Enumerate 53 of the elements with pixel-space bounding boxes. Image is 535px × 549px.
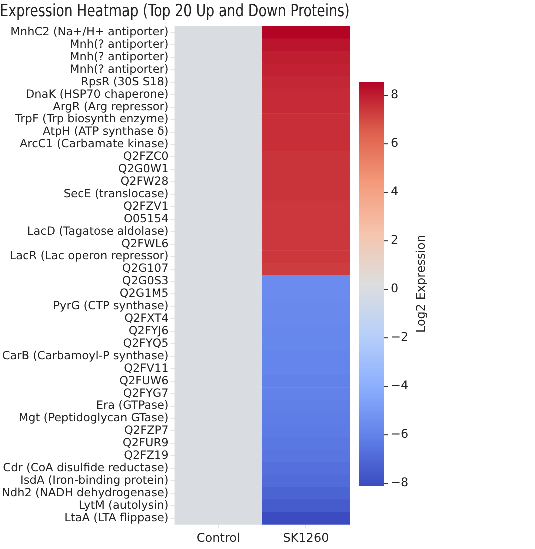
y-tick-label: AtpH (ATP synthase δ) xyxy=(43,125,169,138)
chart-title: Expression Heatmap (Top 20 Up and Down Proteins) xyxy=(0,1,350,22)
y-tick-label: Mnh(? antiporter) xyxy=(70,50,169,64)
y-tick-label: Q2FYG7 xyxy=(123,386,169,400)
color-bar-label: 2 xyxy=(391,233,399,248)
y-tick-label: ArgR (Arg repressor) xyxy=(53,100,169,114)
y-tick-label: Mnh(? antiporter) xyxy=(70,38,169,52)
y-tick-label: Q2FV11 xyxy=(124,362,169,375)
y-tick-label: Q2FZV1 xyxy=(124,200,169,213)
y-tick-label: Era (GTPase) xyxy=(96,399,169,412)
y-tick-label: O05154 xyxy=(124,212,169,226)
y-tick-label: Q2G0S3 xyxy=(122,274,169,288)
color-bar-label: −6 xyxy=(391,427,409,442)
y-tick-label: SecE (translocase) xyxy=(64,187,169,200)
y-tick-label: IsdA (Iron-binding protein) xyxy=(20,474,169,487)
color-bar-label: −2 xyxy=(391,330,409,344)
y-tick-label: Cdr (CoA disulfide reductase) xyxy=(3,461,169,474)
y-tick-label: Q2FW28 xyxy=(120,175,169,188)
y-tick-label: LacD (Tagatose aldolase) xyxy=(27,224,169,238)
y-tick-label: PyrG (CTP synthase) xyxy=(53,300,169,313)
color-bar-label: 6 xyxy=(391,136,399,150)
y-tick-label: LtaA (LTA flippase) xyxy=(64,511,169,524)
color-bar-label: −4 xyxy=(391,378,409,393)
x-tick-label: Control xyxy=(196,530,240,545)
y-tick-label: Q2FYQ5 xyxy=(123,336,169,350)
y-tick-label: LytM (autolysin) xyxy=(78,498,169,512)
y-tick-label: Q2FZ19 xyxy=(124,449,169,462)
y-tick-label: Q2FUW6 xyxy=(120,374,169,388)
y-tick-label: Q2FWL6 xyxy=(122,237,169,250)
y-tick-label: Q2G107 xyxy=(122,262,169,276)
y-tick-label: Q2G0W1 xyxy=(118,162,169,176)
y-tick-label: Q2G1M5 xyxy=(120,287,169,300)
y-tick-label: Mgt (Peptidoglycan GTase) xyxy=(18,412,169,425)
y-tick-label: RpsR (30S S18) xyxy=(80,75,169,88)
color-bar-label: 4 xyxy=(391,184,399,199)
y-tick-label: Q2FXT4 xyxy=(124,312,169,326)
y-tick-label: Mnh(? antiporter) xyxy=(70,62,169,76)
y-tick-label: LacR (Lac operon repressor) xyxy=(10,250,169,263)
color-bar-label: −8 xyxy=(391,476,409,490)
y-tick-label: Q2FYJ6 xyxy=(128,324,169,338)
color-bar-label: 0 xyxy=(391,282,399,296)
x-tick-label: SK1260 xyxy=(283,530,330,545)
y-tick-label: Q2FZP7 xyxy=(124,424,169,438)
y-tick-label: Q2FUR9 xyxy=(122,436,169,450)
color-bar-title: Log2 Expression xyxy=(414,234,428,334)
color-bar-label: 8 xyxy=(391,88,399,102)
y-tick-label: TrpF (Trp biosynth enzyme) xyxy=(14,112,169,126)
y-tick-label: Q2FZC0 xyxy=(123,150,169,164)
y-tick-label: ArcC1 (Carbamate kinase) xyxy=(20,138,169,151)
y-tick-label: DnaK (HSP70 chaperone) xyxy=(26,88,169,101)
y-tick-label: MnhC2 (Na+/H+ antiporter) xyxy=(10,26,169,39)
y-tick-label: CarB (Carbamoyl-P synthase) xyxy=(2,349,169,362)
y-tick-label: Ndh2 (NADH dehydrogenase) xyxy=(2,486,169,500)
